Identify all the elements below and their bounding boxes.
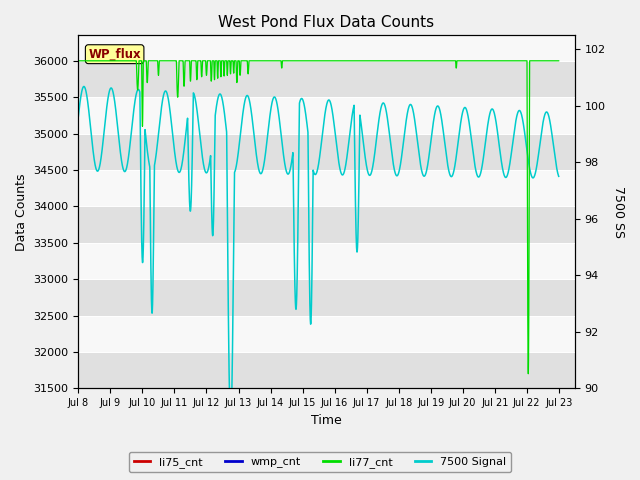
Bar (79, 133, 575, 170)
Legend: li75_cnt, wmp_cnt, li77_cnt, 7500 Signal: li75_cnt, wmp_cnt, li77_cnt, 7500 Signal (129, 452, 511, 472)
X-axis label: Time: Time (311, 414, 342, 427)
Y-axis label: 7500 SS: 7500 SS (612, 186, 625, 238)
Text: WP_flux: WP_flux (88, 48, 141, 60)
Bar (79, 352, 575, 388)
Title: West Pond Flux Data Counts: West Pond Flux Data Counts (218, 15, 435, 30)
Bar (79, 206, 575, 243)
Bar (79, 279, 575, 315)
Bar (79, 61, 575, 97)
Y-axis label: Data Counts: Data Counts (15, 173, 28, 251)
